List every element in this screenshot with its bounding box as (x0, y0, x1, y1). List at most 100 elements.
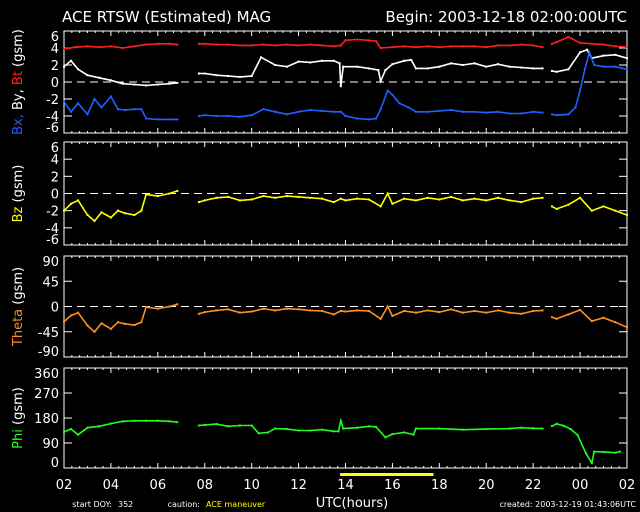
maneuver-bar (340, 473, 434, 476)
series-line (63, 303, 178, 333)
x-tick-label: 00 (572, 478, 589, 493)
series-line (198, 304, 543, 320)
chart-title: ACE RTSW (Estimated) MAG (62, 8, 271, 26)
y-axis-label: Theta (gsm) (11, 267, 26, 347)
panel-frame (63, 367, 628, 469)
y-axis-label-part: Phi (11, 429, 26, 449)
series-line (63, 95, 178, 121)
caution-label: caution: (168, 500, 200, 509)
data-point (541, 196, 544, 199)
series-bx (63, 49, 628, 121)
x-axis-label: UTC(hours) (316, 496, 388, 511)
panel-3: 90 45 0 -45 -90 Theta (gsm) (11, 255, 628, 360)
y-axis-label-part: (gsm) (11, 387, 26, 429)
x-tick-label: 04 (103, 478, 120, 493)
y-tick-label: 6 (51, 141, 59, 156)
y-axis-label-part: (gsm) (11, 267, 26, 309)
series-line (551, 49, 628, 117)
series-line (198, 38, 543, 49)
series-bz (63, 189, 628, 223)
data-point (197, 42, 200, 45)
data-point (541, 111, 544, 114)
series-line (551, 48, 628, 73)
y-tick-label: 0 (51, 76, 59, 91)
data-point (63, 47, 65, 50)
data-point (197, 115, 200, 117)
y-tick-label: 4 (51, 153, 59, 168)
data-point (197, 424, 200, 427)
series-line (551, 422, 621, 466)
x-tick-label: 22 (525, 478, 542, 493)
y-axis-label-part: By, (11, 89, 26, 114)
x-tick-label: 02 (56, 478, 73, 493)
panel-2: 64 2 0 -2 -4-6 Bz (gsm) (11, 141, 628, 248)
y-axis-label-part: Bt (11, 71, 26, 89)
x-tick-label: 14 (337, 478, 354, 493)
created-time: created: 2003-12-19 01:43:06UTC (499, 500, 636, 509)
series-by (63, 48, 628, 88)
x-tick-label: 20 (478, 478, 495, 493)
series-line (198, 56, 543, 87)
series-line (198, 89, 543, 121)
y-tick-label: -45 (38, 326, 59, 341)
series-line (63, 42, 178, 50)
y-tick-label: 6 (51, 30, 59, 45)
x-tick-labels: 02 04 06 08 10 12 14 16 18 20 22 00 02 (56, 478, 636, 493)
y-tick-label: -90 (38, 345, 59, 360)
data-point (541, 309, 544, 312)
y-axis-label-part: Bz (11, 206, 26, 222)
series-line (198, 417, 543, 439)
series-line (551, 36, 628, 48)
y-tick-label: 270 (34, 387, 59, 402)
y-tick-label: 45 (42, 275, 59, 290)
series-phi (63, 417, 621, 466)
data-point (176, 43, 179, 46)
data-point (176, 303, 179, 306)
y-tick-label: 4 (51, 42, 59, 57)
start-doy-value: 352 (118, 500, 133, 509)
y-axis-label: Bx, By, Bt (gsm) (11, 29, 26, 135)
panel-1: 64 2 0 -2 -4-6 Bx, By, Bt (gsm) (11, 29, 628, 136)
x-tick-label: 06 (150, 478, 167, 493)
y-tick-label: -4 (46, 222, 59, 237)
series-line (198, 191, 543, 208)
series-line (551, 196, 628, 216)
y-tick-label: -2 (46, 205, 59, 220)
data-point (197, 201, 200, 204)
x-tick-label: 16 (384, 478, 401, 493)
x-tick-label: 08 (196, 478, 213, 493)
panel-4: 360 270 180 90 0 Phi (gsm) (11, 367, 628, 471)
series-bt (63, 35, 628, 50)
series-line (63, 190, 178, 223)
data-point (63, 320, 65, 323)
y-axis-label-part: (gsm) (11, 29, 26, 71)
data-point (541, 67, 544, 70)
x-tick-label: 18 (431, 478, 448, 493)
y-tick-label: 0 (51, 301, 59, 316)
data-point (541, 46, 544, 49)
y-axis-label-part: Bx, (11, 114, 26, 135)
data-point (197, 72, 200, 75)
x-tick-label: 02 (619, 478, 636, 493)
y-tick-label: 180 (34, 412, 59, 427)
y-tick-label: 90 (42, 255, 59, 270)
data-point (197, 312, 200, 315)
begin-time: Begin: 2003-12-18 02:00:00UTC (385, 8, 627, 26)
y-tick-label: 360 (34, 367, 59, 382)
y-tick-label: -6 (46, 233, 59, 248)
series-line (63, 59, 178, 87)
y-tick-label: 2 (51, 59, 59, 74)
y-axis-label: Bz (gsm) (11, 165, 26, 223)
y-tick-label: 2 (51, 170, 59, 185)
y-axis-label-part: Theta (11, 309, 26, 347)
y-axis-label: Phi (gsm) (11, 387, 26, 449)
y-tick-label: -4 (46, 110, 59, 125)
y-tick-label: 90 (42, 437, 59, 452)
y-axis-label-part: (gsm) (11, 165, 26, 207)
data-point (176, 118, 179, 121)
series-theta (63, 303, 628, 333)
series-line (551, 308, 628, 329)
